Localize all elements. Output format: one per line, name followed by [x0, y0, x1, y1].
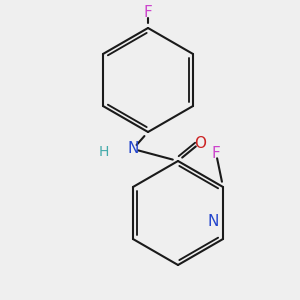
- Text: N: N: [127, 142, 139, 157]
- Text: N: N: [207, 214, 219, 230]
- Text: O: O: [194, 136, 206, 151]
- Text: F: F: [144, 5, 152, 20]
- Text: H: H: [99, 145, 109, 159]
- Text: F: F: [212, 146, 220, 160]
